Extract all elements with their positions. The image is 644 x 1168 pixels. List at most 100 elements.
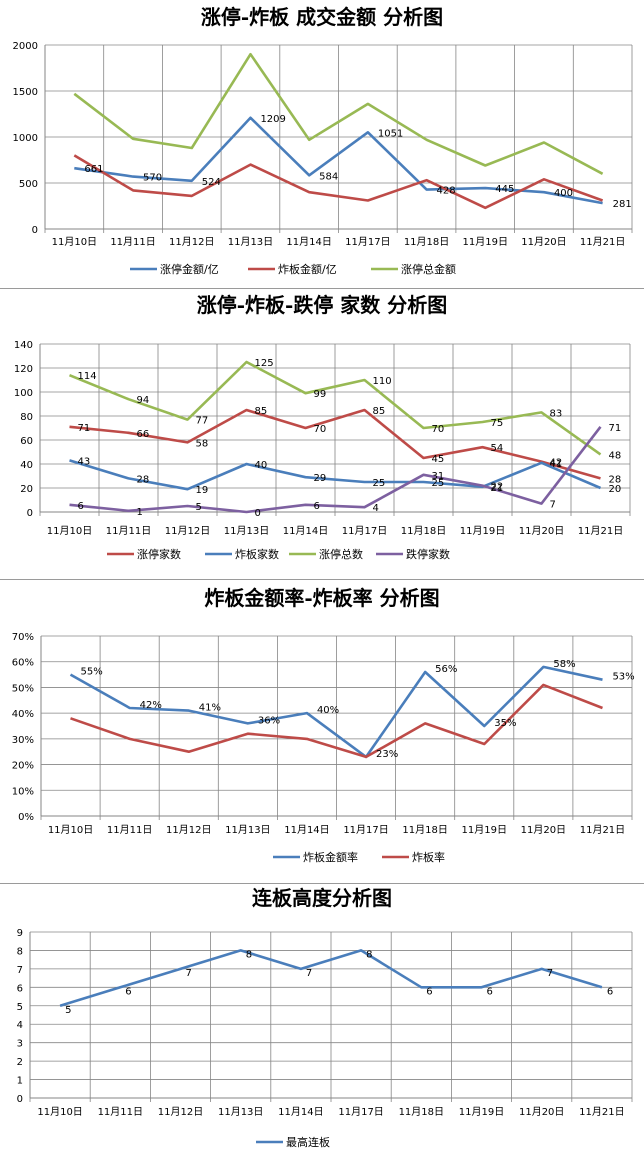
- x-tick-label: 11月20日: [521, 824, 566, 836]
- y-tick-label: 5: [17, 1002, 23, 1013]
- y-tick-label: 50%: [12, 683, 34, 694]
- chart-title: 涨停-炸板-跌停 家数 分析图: [197, 293, 448, 317]
- data-label: 28: [609, 474, 622, 485]
- x-tick-label: 11月10日: [47, 525, 92, 537]
- data-label: 83: [550, 408, 563, 419]
- series-line-1: [69, 408, 601, 480]
- data-label: 6: [78, 501, 84, 512]
- x-tick-label: 11月10日: [52, 236, 97, 248]
- series-line-4: [69, 426, 602, 514]
- series-line-1: [74, 116, 603, 205]
- data-label: 28: [137, 474, 150, 485]
- data-label: 584: [319, 171, 338, 182]
- chart-title: 涨停-炸板 成交金额 分析图: [201, 5, 443, 29]
- legend-label: 炸板家数: [235, 547, 279, 561]
- x-tick-label: 11月20日: [519, 525, 564, 537]
- x-tick-label: 11月11日: [98, 1106, 143, 1118]
- y-tick-label: 1000: [13, 133, 38, 144]
- y-tick-label: 0%: [18, 812, 34, 823]
- y-tick-label: 3: [17, 1039, 23, 1050]
- data-label: 99: [314, 389, 327, 400]
- data-label: 40: [255, 460, 268, 471]
- data-label: 22: [491, 482, 504, 493]
- data-label: 6: [314, 501, 320, 512]
- x-tick-label: 11月17日: [343, 824, 388, 836]
- y-tick-label: 0: [27, 508, 33, 519]
- data-label: 125: [255, 358, 274, 369]
- divider: [0, 579, 644, 580]
- chart-title: 炸板金额率-炸板率 分析图: [204, 586, 439, 610]
- x-tick-label: 11月20日: [519, 1106, 564, 1118]
- y-tick-label: 120: [14, 364, 33, 375]
- data-label: 55%: [81, 667, 103, 678]
- data-label: 110: [373, 376, 392, 387]
- data-label: 1: [137, 507, 143, 518]
- x-tick-label: 11月12日: [169, 236, 214, 248]
- x-tick-label: 11月21日: [579, 1106, 624, 1118]
- x-tick-label: 11月14日: [286, 236, 331, 248]
- series-line-3: [73, 52, 604, 175]
- x-tick-label: 11月18日: [399, 1106, 444, 1118]
- chart-title: 连板高度分析图: [252, 886, 392, 910]
- data-label: 4: [373, 503, 379, 514]
- series-line-3: [69, 360, 602, 456]
- y-tick-label: 0: [17, 1094, 23, 1105]
- legend-label: 涨停金额/亿: [160, 262, 219, 276]
- data-label: 7: [186, 968, 192, 979]
- data-label: 1209: [260, 114, 285, 125]
- data-label: 1051: [378, 128, 403, 139]
- data-label: 48: [609, 450, 622, 461]
- x-tick-label: 11月21日: [578, 525, 623, 537]
- legend-label: 炸板金额率: [303, 850, 358, 864]
- y-tick-label: 40: [20, 460, 33, 471]
- data-label: 42%: [140, 700, 162, 711]
- y-tick-label: 70%: [12, 632, 34, 643]
- data-label: 43: [78, 456, 91, 467]
- y-tick-label: 4: [17, 1020, 23, 1031]
- data-label: 7: [550, 500, 556, 511]
- amount-chart: 涨停-炸板 成交金额 分析图 0 500 1000 1500 2000 11月10日 11月1…: [13, 5, 633, 276]
- x-tick-label: 11月14日: [283, 525, 328, 537]
- data-label: 70: [432, 424, 445, 435]
- x-tick-label: 11月11日: [106, 525, 151, 537]
- x-tick-label: 11月12日: [165, 525, 210, 537]
- x-tick-label: 11月12日: [158, 1106, 203, 1118]
- x-tick-label: 11月14日: [278, 1106, 323, 1118]
- data-label: 45: [432, 454, 445, 465]
- x-tick-label: 11月11日: [107, 824, 152, 836]
- legend-label: 涨停家数: [137, 547, 181, 561]
- y-tick-label: 10%: [12, 786, 34, 797]
- data-label: 5: [196, 502, 202, 513]
- x-tick-label: 11月18日: [401, 525, 446, 537]
- chart-panel-height: 连板高度分析图 0 1 2 3 4 5 6 7 8 9 11月10日 11月11日 11月12日 11月13…: [0, 885, 644, 1168]
- series-line-1: [59, 949, 603, 1008]
- x-tick-label: 11月17日: [338, 1106, 383, 1118]
- data-label: 66: [137, 429, 150, 440]
- x-tick-label: 11月10日: [48, 824, 93, 836]
- x-tick-label: 11月14日: [284, 824, 329, 836]
- series-line-2: [70, 683, 603, 759]
- data-label: 77: [196, 416, 209, 427]
- y-tick-label: 60%: [12, 658, 34, 669]
- legend-label: 炸板金额/亿: [278, 262, 337, 276]
- data-label: 281: [613, 199, 632, 210]
- data-label: 41%: [199, 703, 221, 714]
- x-tick-label: 11月12日: [166, 824, 211, 836]
- data-label: 58%: [553, 659, 575, 670]
- data-label: 40%: [317, 705, 339, 716]
- y-tick-label: 1: [17, 1076, 23, 1087]
- y-tick-label: 80: [20, 412, 33, 423]
- y-tick-label: 20: [20, 484, 33, 495]
- data-label: 5: [65, 1005, 71, 1016]
- y-tick-label: 500: [19, 179, 38, 190]
- data-label: 21: [491, 483, 504, 494]
- x-tick-label: 11月10日: [37, 1106, 82, 1118]
- y-tick-label: 2: [17, 1057, 23, 1068]
- legend-label: 涨停总数: [319, 547, 363, 561]
- legend-label: 炸板率: [412, 850, 445, 864]
- x-tick-label: 11月20日: [521, 236, 566, 248]
- data-label: 0: [255, 508, 261, 519]
- y-tick-label: 8: [17, 946, 23, 957]
- legend-label: 涨停总金额: [401, 262, 456, 276]
